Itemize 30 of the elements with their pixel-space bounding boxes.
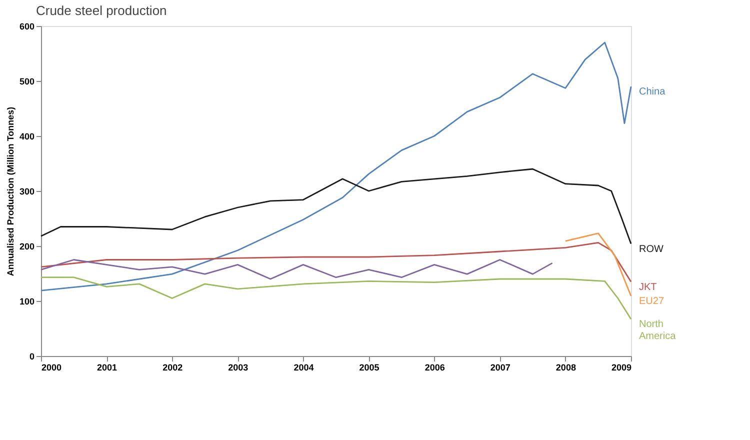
x-tick-label: 2004 — [294, 362, 314, 372]
x-tick-label: 2005 — [359, 362, 380, 372]
x-tick-label: 2007 — [490, 362, 510, 372]
line-series — [40, 259, 554, 280]
y-tick-label: 600 — [19, 22, 34, 32]
y-tick-label: 400 — [19, 132, 34, 142]
series-label: China — [639, 86, 666, 98]
x-tick-label: 2002 — [162, 362, 183, 372]
x-tick-label: 2009 — [611, 362, 632, 372]
y-tick-label: 300 — [19, 186, 34, 196]
x-tick-label: 2000 — [42, 362, 62, 372]
series-label: JKT — [639, 282, 657, 293]
line-series — [40, 276, 632, 320]
line-series — [564, 232, 632, 297]
x-tick-label: 2006 — [424, 362, 445, 372]
y-tick-label: 500 — [19, 76, 34, 86]
line-series — [40, 168, 632, 244]
line-series — [40, 42, 632, 292]
y-tick-label: 100 — [19, 296, 34, 306]
series-label: EU27 — [639, 296, 664, 308]
chart-title: Crude steel production — [36, 3, 167, 18]
y-axis-title: Annualised Production (Million Tonnes) — [5, 106, 16, 276]
line-series — [40, 242, 632, 282]
y-tick-label: 0 — [29, 352, 34, 362]
x-tick-label: 2008 — [556, 362, 576, 372]
x-tick-label: 2001 — [97, 362, 118, 372]
series-label: North America — [639, 319, 676, 342]
series-label: ROW — [639, 244, 664, 255]
x-tick-label: 2003 — [228, 362, 248, 372]
y-tick-label: 200 — [19, 242, 34, 252]
